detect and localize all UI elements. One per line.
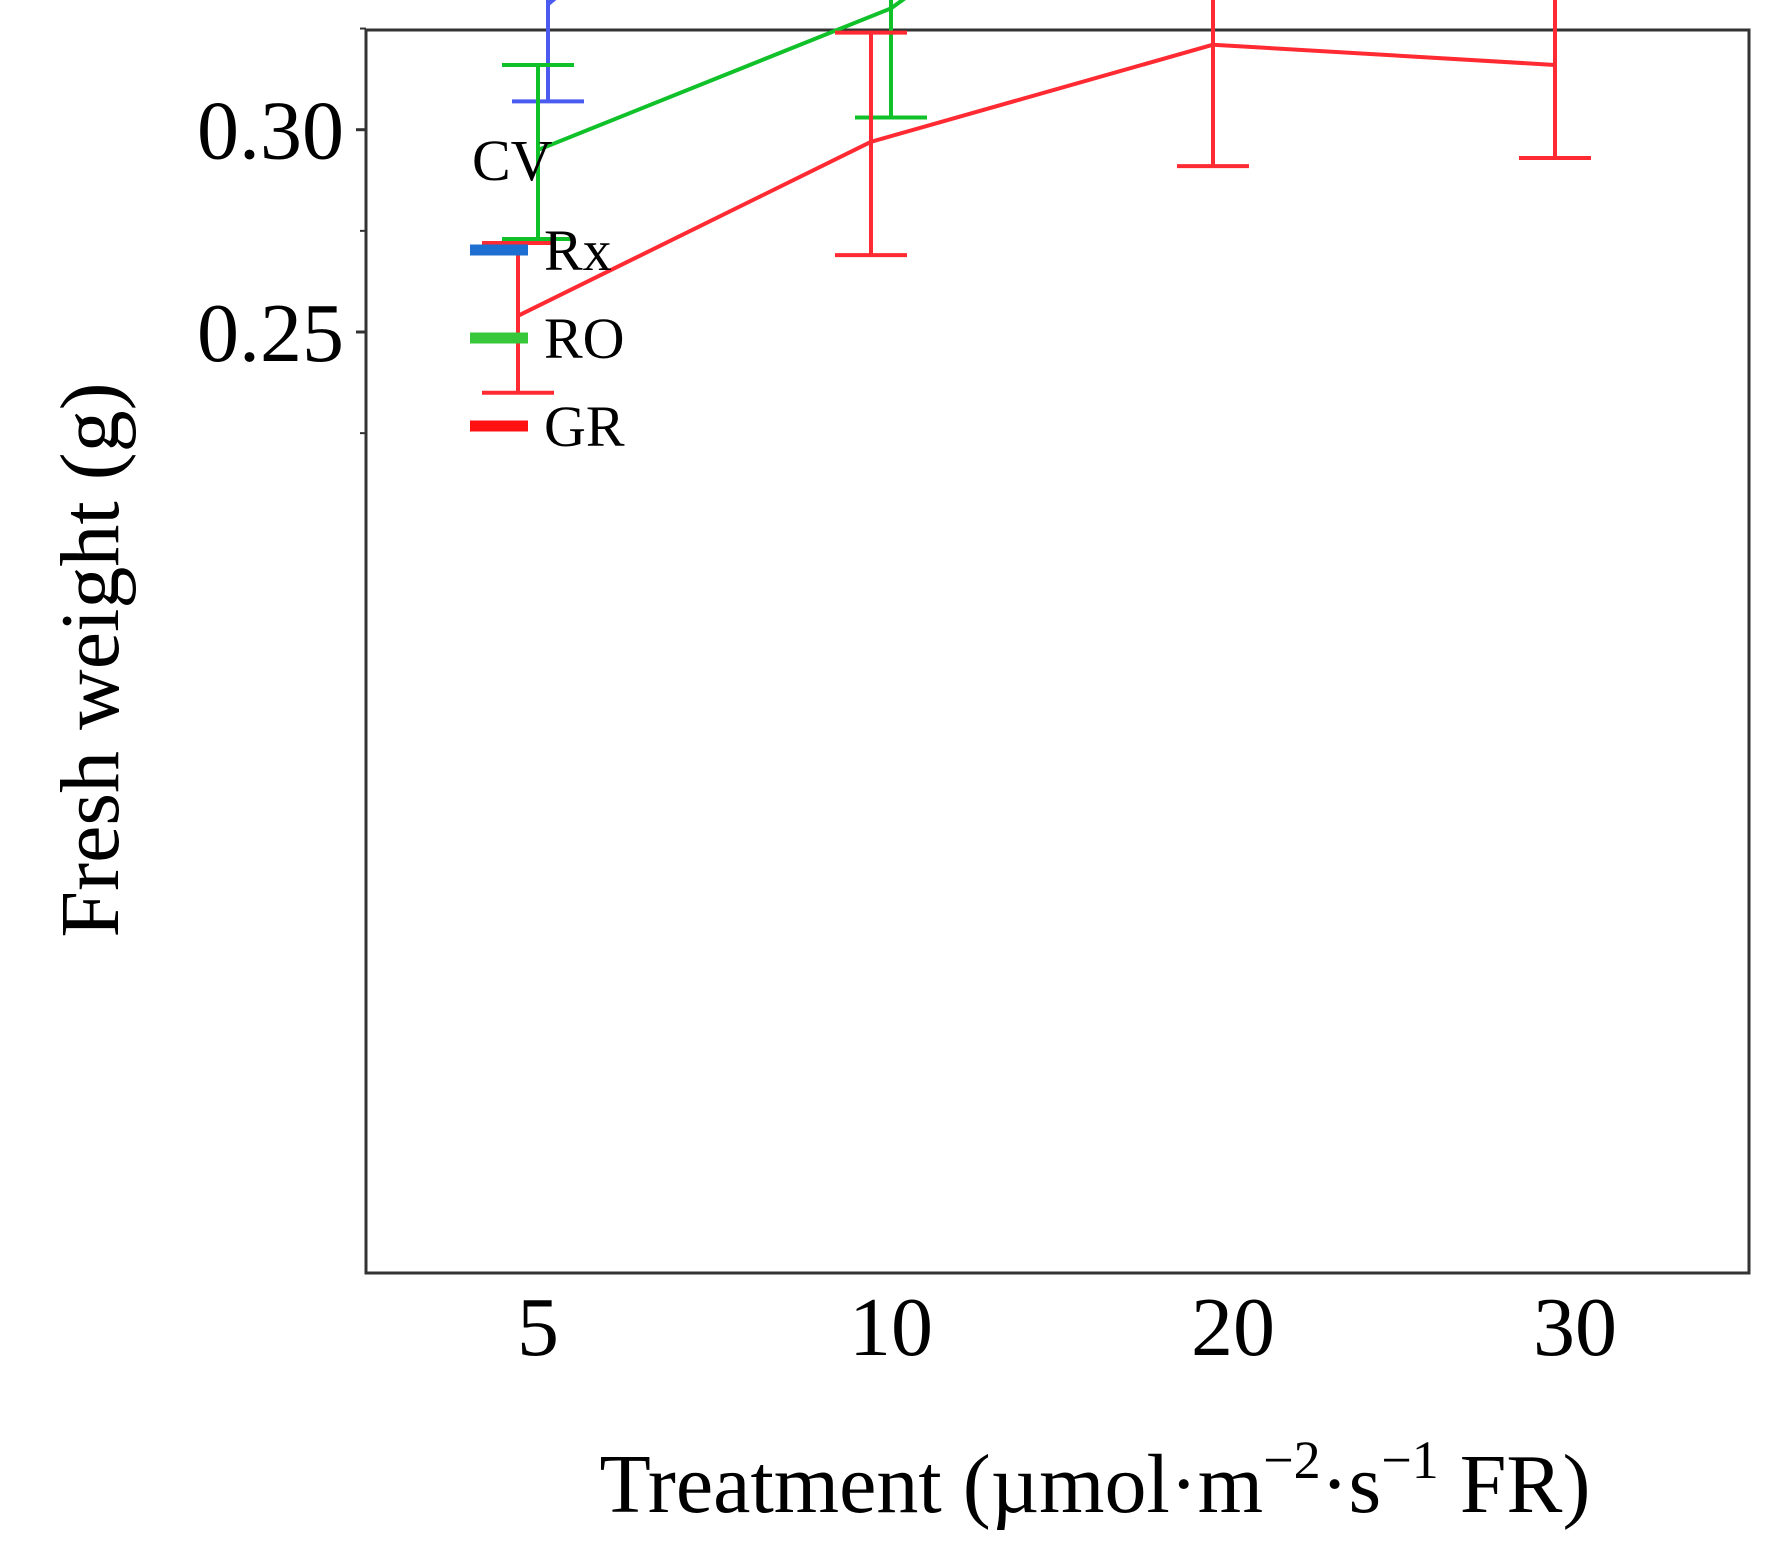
- series-rx: [512, 0, 584, 104]
- x-axis-title-exponent-2: −1: [1381, 1430, 1438, 1490]
- y-axis: 0.250.300.350.400.450.50: [197, 27, 366, 435]
- series-line: [537, 0, 906, 152]
- y-tick-label: 0.25: [197, 287, 344, 380]
- error-bar: [482, 240, 554, 395]
- x-axis-title-part-2: ·s: [1321, 1438, 1382, 1531]
- x-axis-title: Treatment (µmol·m−2·s−1 FR): [600, 1430, 1591, 1531]
- error-bar: [1519, 0, 1591, 161]
- x-tick-label: 20: [1191, 1281, 1275, 1374]
- error-bar: [502, 62, 574, 241]
- error-bar: [855, 0, 927, 120]
- y-tick-label: 0.30: [197, 85, 344, 178]
- x-tick-label: 10: [849, 1281, 933, 1374]
- y-axis-title: Fresh weight (g): [44, 382, 137, 937]
- error-bar: [835, 30, 907, 258]
- series-line: [546, 0, 557, 6]
- series-gr: [482, 0, 1591, 395]
- series-ro: [502, 0, 927, 241]
- series-line: [517, 42, 1556, 318]
- x-axis-title-part-3: FR): [1439, 1438, 1591, 1531]
- legend: CV Rx RO GR: [470, 128, 625, 459]
- legend-label: GR: [544, 394, 625, 459]
- legend-title: CV: [472, 128, 553, 193]
- legend-label: RO: [544, 306, 625, 371]
- x-axis-title-exponent-1: −2: [1263, 1430, 1320, 1490]
- error-bar: [512, 0, 584, 104]
- x-tick-label: 5: [517, 1281, 559, 1374]
- error-bar: [1177, 0, 1249, 169]
- legend-label: Rx: [544, 218, 612, 283]
- x-tick-label: 30: [1533, 1281, 1617, 1374]
- plot-frame: [364, 28, 1751, 1275]
- x-axis-title-part-1: Treatment (µmol·m: [600, 1438, 1264, 1531]
- series-layer: [482, 0, 1591, 395]
- x-axis: 5 10 20 30: [517, 1281, 1617, 1374]
